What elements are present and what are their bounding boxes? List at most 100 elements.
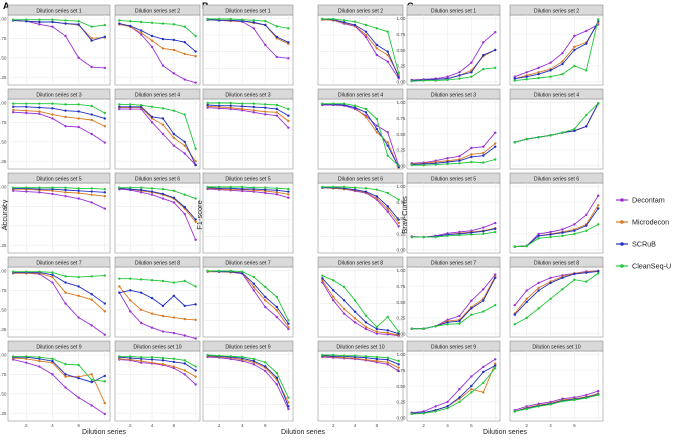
series-line [411,31,496,81]
data-point [287,407,290,411]
x-tick-label: 4 [354,423,357,428]
facet-title: Dilution series set 3 [225,92,270,98]
series-line [207,186,289,190]
plot-area [317,98,404,170]
series-line [13,271,106,304]
data-point [434,79,437,82]
data-point [103,380,106,383]
facet-title: Dilution series set 9 [36,344,81,350]
data-point [342,307,346,311]
data-point [51,117,54,120]
data-point [183,359,186,362]
facet-title: Dilution series set 1 [36,8,81,14]
data-point [364,325,368,329]
data-point [287,405,290,408]
data-point [470,387,473,391]
data-point [597,389,600,393]
legend-item: CleanSeq-U [616,262,671,271]
data-point [129,103,132,106]
data-point [194,218,197,221]
data-point [64,363,67,366]
x-axis-label: Dilution series [483,429,527,436]
data-point [194,285,197,288]
data-point [397,225,400,228]
data-point [364,23,368,27]
subplot: Dilution series set 3 0.25 0.50 0.75 1.00 [0,88,111,170]
data-point [183,205,186,209]
data-point [525,289,528,292]
series-line [514,270,599,314]
series-line [321,282,399,337]
data-point [183,78,186,81]
data-point [585,42,588,45]
data-point [25,111,28,115]
series-line [322,103,399,166]
data-point [353,321,357,324]
data-point [252,102,255,105]
data-point [77,56,80,59]
data-point [129,186,132,189]
data-point [525,78,528,81]
data-point [264,305,267,309]
subplot: Dilution series set 5 0.25 0.50 0.75 1.00 [0,172,111,254]
data-point [446,160,449,164]
data-point [241,105,244,108]
data-point [397,369,400,373]
data-point [206,103,209,107]
data-point [252,285,255,289]
subplot: Dilution series set 10 2 4 6 [317,340,404,428]
data-point [561,276,564,280]
data-point [194,303,197,306]
data-point [38,106,41,109]
facet-strip [202,4,294,16]
data-point [513,303,516,307]
data-point [194,197,197,200]
data-point [229,104,232,107]
y-tick-label: 0.50 [0,56,7,61]
data-point [90,25,93,28]
facet-strip [114,172,201,184]
data-point [537,237,540,240]
facet-title: Dilution series set 3 [36,92,81,98]
data-point [77,189,80,192]
data-point [12,105,15,108]
facet-title: Dilution series set 6 [534,176,579,182]
data-point [275,191,279,194]
data-point [103,23,106,27]
plot-area [114,98,201,170]
x-tick-label: 2 [218,423,221,428]
data-point [183,140,186,143]
data-point [252,275,255,279]
data-point [64,386,67,389]
x-tick-label: 2 [129,423,132,428]
data-point [194,365,197,368]
subplot: Dilution series set 9 2 4 6 [202,340,294,428]
y-tick-label: 0.50 [397,216,406,221]
data-point [241,102,244,105]
data-point [275,295,279,299]
data-point [172,144,176,147]
data-point [172,189,176,192]
data-point [150,115,154,119]
data-point [25,270,28,273]
series-line [322,354,399,362]
data-point [275,25,279,28]
data-point [332,299,335,302]
y-tick-label: 0.50 [397,384,406,389]
data-point [118,285,121,288]
data-point [494,131,497,134]
data-point [161,314,165,318]
data-point [77,285,80,288]
data-point [264,113,267,116]
facet-title: Dilution series set 1 [225,8,270,14]
facet-strip [7,256,111,268]
data-point [446,75,449,78]
data-point [470,155,473,159]
data-point [194,337,197,340]
data-point [375,43,379,47]
data-point [103,302,106,305]
series-line [514,223,599,248]
facet-strip [406,256,501,268]
subplot: Dilution series set 8 [114,256,201,340]
data-point [51,275,54,279]
